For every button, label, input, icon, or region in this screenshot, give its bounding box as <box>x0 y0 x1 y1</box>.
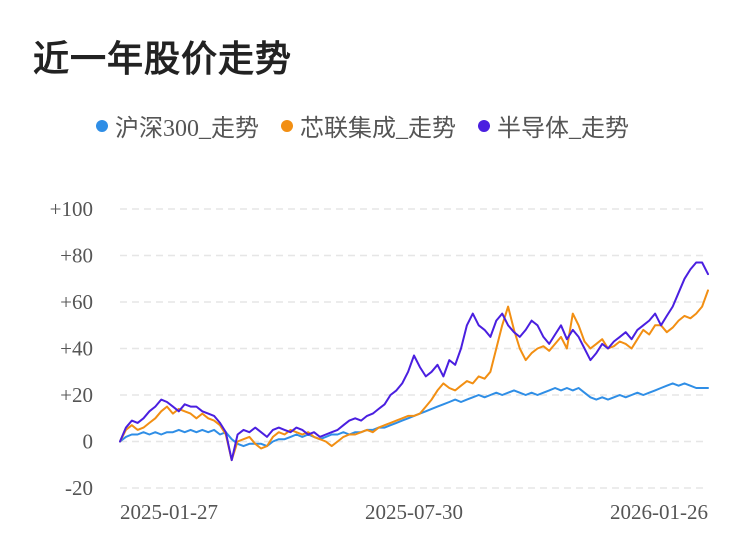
y-tick-label: -20 <box>65 476 93 500</box>
y-tick-label: 0 <box>83 430 94 454</box>
chart-title: 近一年股价走势 <box>33 39 293 80</box>
y-tick-label: +20 <box>60 383 93 407</box>
chart-legend: 沪深300_走势 芯联集成_走势 半导体_走势 <box>96 108 651 143</box>
series-line-2 <box>119 261 709 462</box>
y-tick-label: +60 <box>60 290 93 314</box>
legend-item-semiconductor[interactable]: 半导体_走势 <box>478 108 629 143</box>
legend-dot-icon <box>281 119 293 132</box>
x-tick-label: 2026-01-26 <box>610 500 708 524</box>
legend-dot-icon <box>96 119 108 132</box>
legend-label-xinlian: 芯联集成_走势 <box>300 116 456 142</box>
series-line-0 <box>119 382 709 448</box>
series-line-1 <box>119 289 709 462</box>
y-tick-label: +80 <box>60 244 93 268</box>
legend-label-hs300: 沪深300_走势 <box>115 116 259 142</box>
x-tick-label: 2025-01-27 <box>120 500 218 524</box>
legend-item-xinlian[interactable]: 芯联集成_走势 <box>281 108 456 143</box>
y-tick-label: +40 <box>60 337 93 361</box>
x-tick-label: 2025-07-30 <box>365 500 463 524</box>
legend-dot-icon <box>478 119 490 132</box>
legend-label-semiconductor: 半导体_走势 <box>497 116 629 142</box>
y-tick-label: +100 <box>50 197 93 221</box>
legend-item-hs300[interactable]: 沪深300_走势 <box>96 108 259 143</box>
